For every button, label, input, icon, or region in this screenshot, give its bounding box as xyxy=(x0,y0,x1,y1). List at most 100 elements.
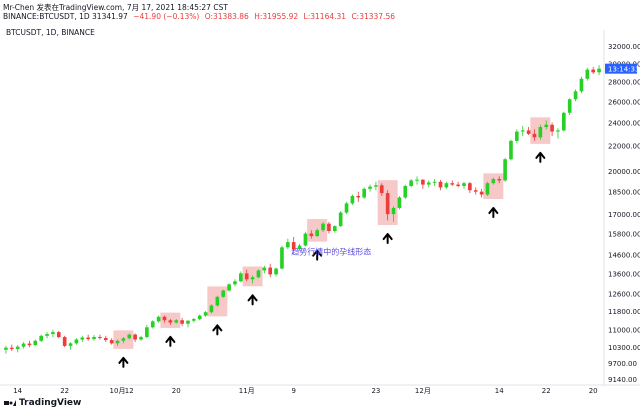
candle-body xyxy=(86,337,90,340)
candle xyxy=(597,65,601,76)
x-tick-label: 22 xyxy=(542,387,551,395)
candle xyxy=(415,176,419,185)
x-tick-label: 20 xyxy=(172,387,181,395)
candle-body xyxy=(186,320,190,324)
candle xyxy=(567,98,572,115)
candle-body xyxy=(244,273,249,280)
candle xyxy=(291,236,296,251)
candle-body xyxy=(233,281,237,285)
candle xyxy=(86,334,90,341)
candle xyxy=(515,129,519,144)
footer-brand[interactable]: TradingView xyxy=(4,398,81,408)
candle-body xyxy=(168,320,173,323)
candle xyxy=(503,158,507,182)
candle xyxy=(379,183,384,197)
candle-body xyxy=(297,245,302,250)
candle xyxy=(332,225,337,233)
candle xyxy=(426,180,431,188)
candle-body xyxy=(280,247,284,269)
candle xyxy=(174,319,179,324)
candle xyxy=(227,283,231,292)
y-tick-label: 17000.00 xyxy=(608,211,640,219)
candle xyxy=(520,125,525,137)
candle xyxy=(239,271,243,283)
candle xyxy=(350,194,355,205)
candle-body xyxy=(473,190,478,192)
candle-body xyxy=(239,273,243,282)
candle-body xyxy=(103,338,108,341)
candle xyxy=(115,339,120,346)
candle xyxy=(573,89,578,102)
candle-body xyxy=(344,203,349,213)
candle xyxy=(526,127,531,136)
candle-body xyxy=(291,242,296,250)
candle-body xyxy=(432,181,437,183)
candle xyxy=(562,111,566,132)
candle-body xyxy=(309,233,314,237)
candle xyxy=(15,345,20,353)
candle xyxy=(209,304,214,314)
x-tick-label: 12 xyxy=(125,387,134,395)
candle xyxy=(9,344,14,352)
candle xyxy=(274,267,278,277)
candle xyxy=(473,187,478,195)
candle xyxy=(356,191,361,202)
tradingview-brand: TradingView xyxy=(19,398,82,408)
candle xyxy=(121,337,126,344)
candle xyxy=(485,181,490,197)
y-tick-label: 14600.00 xyxy=(608,252,640,260)
candle xyxy=(391,206,396,223)
candle-body xyxy=(74,339,79,344)
candle xyxy=(303,231,308,247)
up-arrow-icon xyxy=(312,249,323,261)
candle-body xyxy=(515,131,519,141)
candle-body xyxy=(597,68,601,73)
y-tick-label: 15800.00 xyxy=(608,231,640,239)
candle xyxy=(186,320,190,328)
y-tick-label: 24000.00 xyxy=(608,120,640,128)
low-label: L:31164.31 xyxy=(303,12,347,21)
current-price-tag: 13:14:33 xyxy=(605,63,639,74)
candle-body xyxy=(162,316,167,321)
candle-body xyxy=(256,270,261,278)
candle-body xyxy=(285,242,290,248)
candle xyxy=(109,338,114,345)
candle-body xyxy=(221,290,226,297)
x-tick-label: 23 xyxy=(371,387,380,395)
candle-body xyxy=(56,332,61,338)
candle-body xyxy=(579,78,584,92)
y-tick-label: 9700.00 xyxy=(608,360,637,368)
candle-body xyxy=(526,130,531,134)
tradingview-logo-icon xyxy=(4,400,16,406)
up-arrow-icon xyxy=(488,207,499,219)
candle-body xyxy=(550,124,554,132)
y-tick-label: 9140.00 xyxy=(608,376,637,384)
candle xyxy=(444,181,449,189)
up-arrow-icon xyxy=(165,335,176,347)
candle xyxy=(215,295,220,307)
y-tick-label: 18500.00 xyxy=(608,189,640,197)
y-tick-label: 11800.00 xyxy=(608,308,640,316)
candle xyxy=(397,196,402,210)
candle-body xyxy=(109,340,114,344)
change-label: −41.90 (−0.13%) xyxy=(133,12,200,21)
pattern-annotation: 趋势行情中的孕线形态 xyxy=(291,247,371,257)
candle xyxy=(103,335,108,343)
candle-body xyxy=(332,226,337,232)
candle xyxy=(180,317,184,327)
y-tick-label: 12600.00 xyxy=(608,291,640,299)
candle xyxy=(244,269,249,282)
pair-label: BINANCE:BTCUSDT, 1D 31341.97 xyxy=(3,12,128,21)
candle xyxy=(51,329,55,338)
up-arrow-icon xyxy=(382,233,393,245)
candle-body xyxy=(532,133,537,138)
candle-body xyxy=(68,343,73,346)
candle-body xyxy=(591,69,596,73)
candle-body xyxy=(197,315,202,320)
candle xyxy=(139,335,143,341)
candle-body xyxy=(374,185,378,187)
candle-body xyxy=(9,347,14,349)
candle-body xyxy=(438,181,443,188)
candle xyxy=(297,243,302,251)
